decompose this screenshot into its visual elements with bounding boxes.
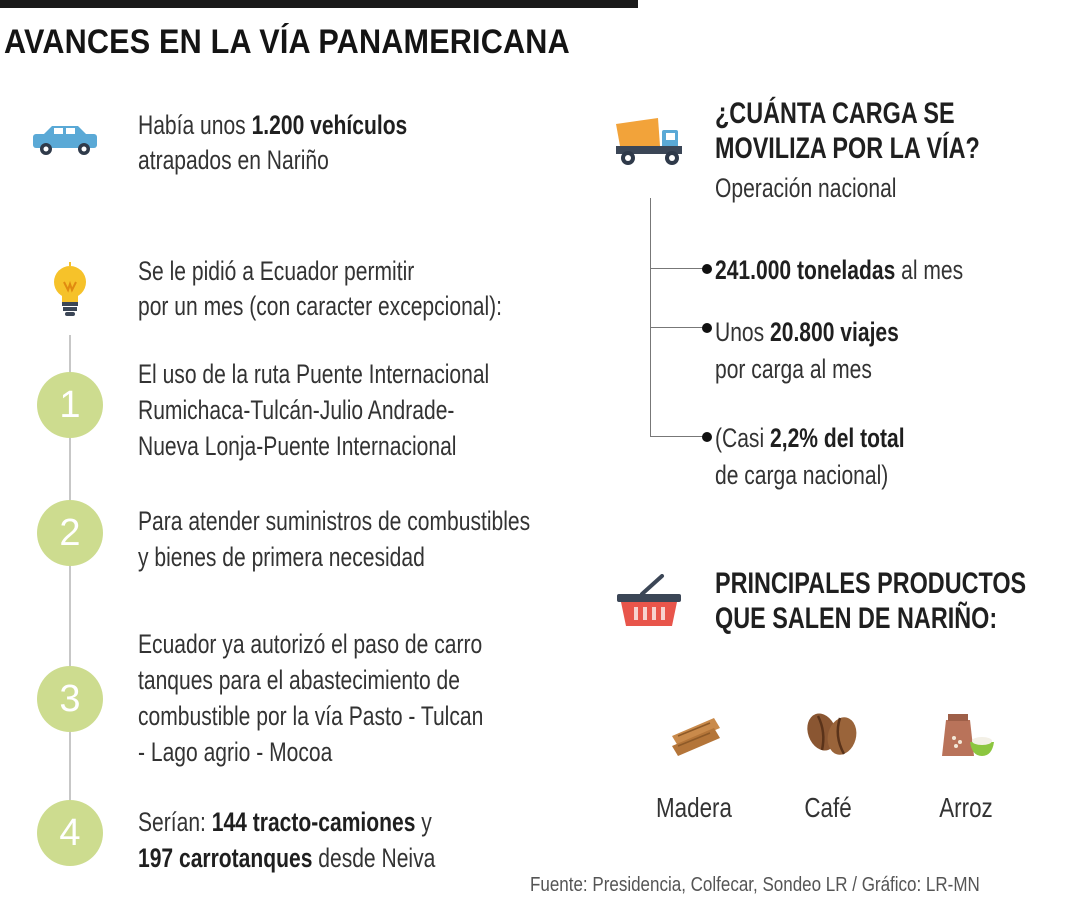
cargo-share: 2,2% del total: [770, 423, 905, 453]
cargo-subtitle: Operación nacional: [715, 173, 897, 203]
cargo-item-2-line2: por carga al mes: [715, 354, 872, 384]
cargo-branch-1: [650, 268, 706, 269]
cargo-bullet-1: [702, 264, 712, 274]
vehicles-count: 1.200 vehículos: [251, 110, 408, 140]
cargo-tons: 241.000 toneladas: [715, 255, 896, 285]
lightbulb-icon: [52, 262, 88, 323]
step-1-line3: Nueva Lonja-Puente Internacional: [138, 431, 457, 461]
step-3-line1: Ecuador ya autorizó el paso de carro: [138, 629, 483, 659]
rice-sack-icon: [940, 712, 996, 763]
step-4-line1: Serían: 144 tracto-camiones y: [138, 805, 432, 840]
cargo-branch-3: [650, 436, 706, 437]
cargo-tree-line: [650, 198, 651, 436]
step-4-tankers: 197 carrotanques: [138, 843, 313, 873]
step-number-2: 2: [37, 500, 103, 566]
cargo-trips-pre: Unos: [715, 317, 771, 347]
vehicles-line1: Había unos 1.200 vehículos: [138, 108, 407, 143]
coffee-beans-icon: [804, 710, 860, 763]
top-rule: [0, 0, 638, 8]
source-credit: Fuente: Presidencia, Colfecar, Sondeo LR…: [530, 874, 980, 896]
product-label-madera: Madera: [656, 792, 732, 823]
products-heading-line1: PRINCIPALES PRODUCTOS: [715, 567, 1027, 600]
dump-truck-icon: [614, 116, 686, 173]
step-3-line4: - Lago agrio - Mocoa: [138, 737, 333, 767]
car-icon: [30, 122, 100, 165]
cargo-bullet-2: [702, 323, 712, 333]
vehicles-pre: Había unos: [138, 110, 252, 140]
cargo-item-3-line1: (Casi 2,2% del total: [715, 421, 905, 456]
request-line1: Se le pidió a Ecuador permitir: [138, 256, 415, 286]
request-line2: por un mes (con caracter excepcional):: [138, 291, 503, 321]
step-number-4: 4: [37, 800, 103, 866]
step-4-trucks: 144 tracto-camiones: [211, 807, 416, 837]
cargo-item-3-line2: de carga nacional): [715, 460, 889, 490]
step-1-line1: El uso de la ruta Puente Internacional: [138, 359, 490, 389]
step-number-3: 3: [37, 666, 103, 732]
step-2-line2: y bienes de primera necesidad: [138, 542, 425, 572]
vehicles-line2: atrapados en Nariño: [138, 145, 329, 175]
step-4-post: desde Neiva: [312, 843, 436, 873]
cargo-item-1: 241.000 toneladas al mes: [715, 253, 963, 288]
step-4-mid: y: [415, 807, 432, 837]
product-label-cafe: Café: [804, 792, 852, 823]
cargo-bullet-3: [702, 432, 712, 442]
cargo-heading-line2: MOVILIZA POR LA VÍA?: [715, 132, 980, 165]
step-1-line2: Rumichaca-Tulcán-Julio Andrade-: [138, 395, 455, 425]
steps-timeline: [69, 335, 71, 805]
step-4-pre: Serían:: [138, 807, 212, 837]
cargo-trips: 20.800 viajes: [770, 317, 899, 347]
products-heading-line2: QUE SALEN DE NARIÑO:: [715, 602, 998, 635]
product-label-arroz: Arroz: [939, 792, 993, 823]
step-4-line2: 197 carrotanques desde Neiva: [138, 841, 435, 876]
cargo-item-2-line1: Unos 20.800 viajes: [715, 315, 899, 350]
wood-planks-icon: [670, 714, 722, 763]
step-number-1: 1: [37, 372, 103, 438]
step-2-line1: Para atender suministros de combustibles: [138, 506, 531, 536]
cargo-share-pre: (Casi: [715, 423, 771, 453]
page-title: AVANCES EN LA VÍA PANAMERICANA: [4, 23, 570, 61]
step-3-line3: combustible por la vía Pasto - Tulcan: [138, 701, 484, 731]
cargo-tons-post: al mes: [895, 255, 964, 285]
basket-icon: [616, 574, 682, 633]
cargo-heading-line1: ¿CUÁNTA CARGA SE: [715, 97, 955, 130]
cargo-branch-2: [650, 327, 706, 328]
step-3-line2: tanques para el abastecimiento de: [138, 665, 460, 695]
